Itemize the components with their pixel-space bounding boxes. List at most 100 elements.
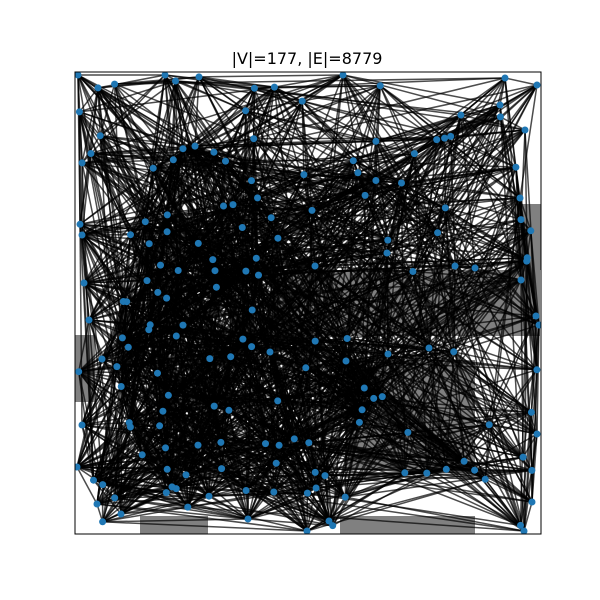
graph-edge [93,479,116,499]
graph-edge [113,84,125,302]
graph-edge [426,472,521,527]
graph-node [535,321,541,329]
graph-edge [232,88,256,205]
graph-node [75,72,82,79]
graph-node [378,393,386,401]
graph-node [384,236,392,244]
graph-node [398,179,405,187]
graph-edge [101,301,125,360]
graph-edge [302,84,381,102]
graph-node [354,169,362,177]
graph-edge [177,151,215,271]
plot-area [75,72,541,534]
graph-node [501,74,509,82]
graph-node [321,472,329,480]
graph-node [270,488,278,496]
graph-edge [122,300,150,331]
graph-edge [90,153,159,293]
graph-edge [530,230,538,370]
graph-node [305,439,313,447]
graph-edge [77,74,101,136]
graph-node [372,137,380,145]
graph-edge [174,80,216,271]
graph-node [533,81,541,89]
graph-node [512,163,520,171]
graph-edge [185,442,266,476]
graph-edge [460,114,517,168]
graph-edge [78,370,278,402]
graph-node [99,481,107,489]
graph-node [138,451,146,459]
graph-edge [114,76,200,85]
graph-edge [120,386,167,449]
graph-edge [379,85,452,138]
graph-edge [428,279,522,349]
graph-node [329,522,337,530]
graph-edge [123,300,532,414]
graph-edge [177,217,272,272]
graph-edge [401,166,517,184]
graph-edge [162,410,210,497]
graph-node [349,157,357,165]
graph-edge [213,151,377,182]
graph-edge [412,271,522,526]
graph-edge [344,160,355,498]
graph-edge [413,153,446,209]
graph-node [250,135,258,143]
graph-edge [245,207,446,272]
graph-node [358,406,366,414]
graph-node [75,463,81,471]
graph-edge [90,151,214,155]
graph-node [298,97,306,105]
graph-edge [328,478,486,522]
graph-edge [81,162,168,216]
graph-node [194,441,202,449]
graph-node [266,348,274,356]
graph-edge [116,260,527,368]
graph-node [519,453,527,461]
graph-edge [198,74,344,78]
graph-edge [175,80,275,88]
graph-edge [187,506,525,532]
graph-edge [81,87,99,164]
graph-edge [212,259,326,476]
graph-node [161,72,169,79]
graph-edge [445,207,531,232]
graph-edge [208,444,280,497]
graph-edge [265,442,346,498]
graph-node [212,283,220,291]
graph-edge [173,84,381,161]
graph-node [533,366,541,374]
graph-node [163,465,171,473]
graph-node [523,257,531,265]
graph-node [145,326,153,334]
graph-edge [81,162,247,272]
graph-node [80,279,88,287]
graph-edge [90,152,168,233]
graph-node [159,407,167,415]
graph-edge [536,324,540,435]
graph-node [404,428,412,436]
graph-edge [102,506,188,523]
graph-edge [148,205,224,245]
graph-edge [121,337,280,446]
graph-edge [122,214,168,302]
graph-edge [166,86,275,216]
graph-edge [345,360,537,371]
graph-edge [167,270,247,396]
graph-edge [177,180,253,271]
graph-edge [78,371,143,456]
graph-edge [460,114,526,131]
graph-node [520,527,528,534]
graph-node [127,231,134,239]
graph-edge [449,136,456,267]
graph-edge [324,431,409,477]
graph-node [496,113,504,121]
graph-node [225,406,233,414]
graph-node [355,418,363,426]
graph-edge [93,479,167,494]
graph-edge [148,243,179,272]
graph-node [78,421,86,429]
graph-edge [164,358,211,449]
graph-node [141,218,149,226]
